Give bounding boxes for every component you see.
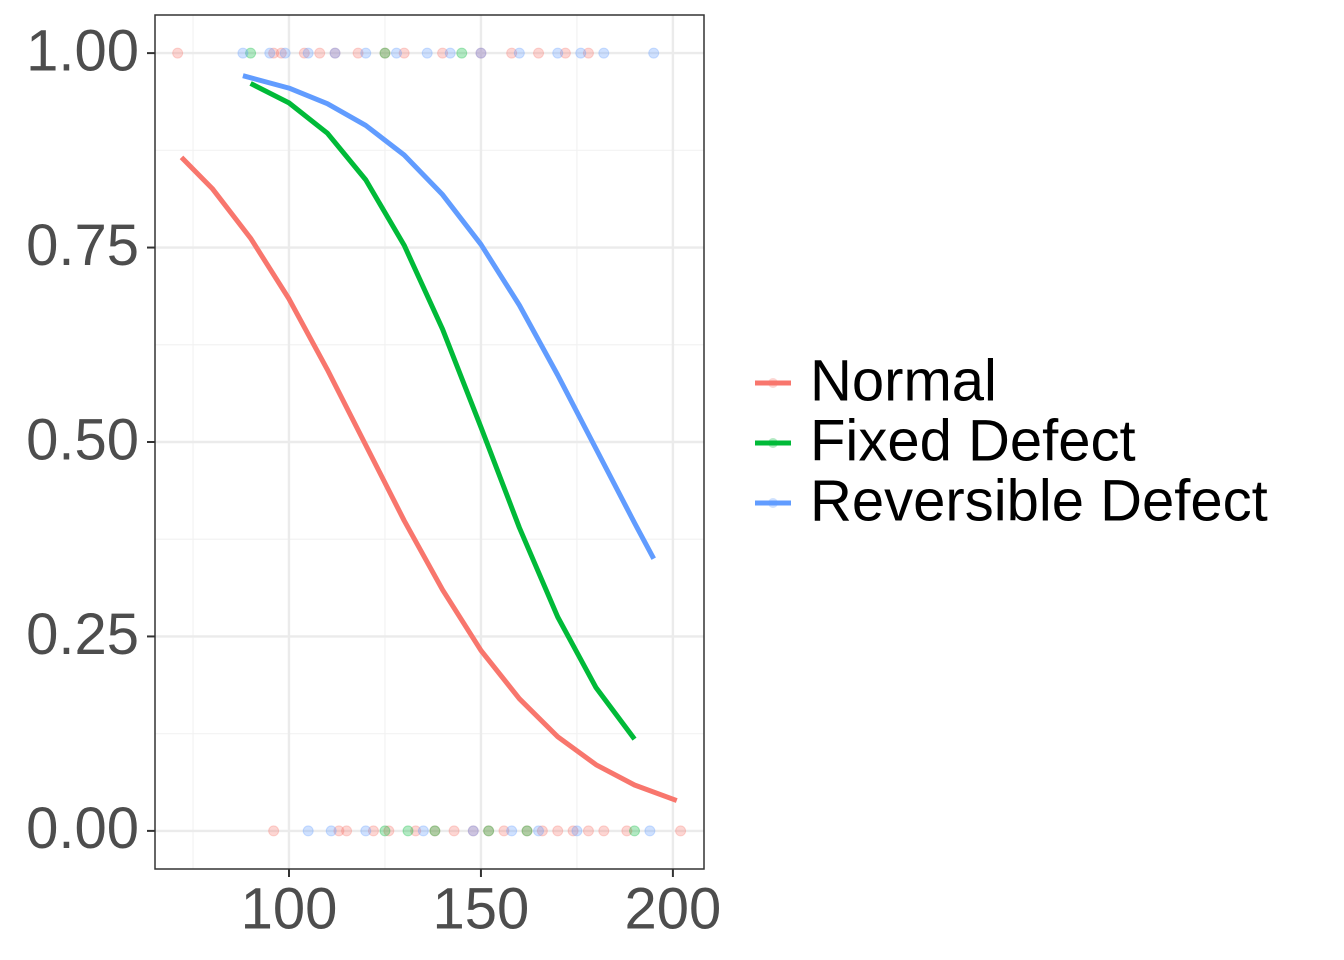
line xyxy=(179,155,678,803)
legend-key-point xyxy=(768,438,778,448)
data-point xyxy=(333,825,345,837)
data-point xyxy=(521,825,533,837)
legend-key-point xyxy=(768,498,778,508)
data-point xyxy=(325,825,337,837)
data-point xyxy=(245,47,257,59)
data-point xyxy=(552,825,564,837)
data-point xyxy=(360,825,372,837)
data-point xyxy=(467,825,479,837)
data-point xyxy=(513,47,525,59)
data-point xyxy=(444,47,456,59)
data-point xyxy=(521,825,533,837)
data-point xyxy=(329,47,341,59)
data-point xyxy=(598,825,610,837)
data-point xyxy=(237,47,249,59)
data-point xyxy=(402,825,414,837)
legend-label: Normal xyxy=(810,348,997,413)
data-point xyxy=(483,825,495,837)
data-point xyxy=(341,825,353,837)
data-point xyxy=(575,47,587,59)
data-point xyxy=(675,825,687,837)
data-point xyxy=(429,825,441,837)
legend-label: Fixed Defect xyxy=(810,408,1136,473)
data-point xyxy=(475,47,487,59)
legend-label: Reversible Defect xyxy=(810,468,1268,533)
data-point xyxy=(417,825,429,837)
plot-border xyxy=(154,14,705,870)
data-point xyxy=(314,47,326,59)
data-point xyxy=(268,825,280,837)
data-point xyxy=(506,47,518,59)
data-point xyxy=(483,825,495,837)
data-point xyxy=(379,825,391,837)
data-point xyxy=(352,47,364,59)
data-point xyxy=(360,47,372,59)
legend-key-point xyxy=(768,378,778,388)
data-point xyxy=(383,825,395,837)
data-point xyxy=(582,825,594,837)
data-point xyxy=(533,825,545,837)
data-point xyxy=(644,825,656,837)
data-point xyxy=(410,825,422,837)
data-point xyxy=(302,47,314,59)
data-point xyxy=(367,825,379,837)
data-point xyxy=(648,47,660,59)
data-point xyxy=(398,47,410,59)
data-point xyxy=(467,825,479,837)
data-point xyxy=(456,47,468,59)
y-tick-label: 1.00 xyxy=(26,18,139,83)
data-point xyxy=(302,825,314,837)
data-point xyxy=(598,47,610,59)
data-point xyxy=(421,47,433,59)
data-point xyxy=(379,47,391,59)
data-point xyxy=(498,825,510,837)
data-point xyxy=(582,47,594,59)
data-point xyxy=(533,47,545,59)
data-point xyxy=(475,47,487,59)
y-tick-label: 0.50 xyxy=(26,407,139,472)
data-point xyxy=(552,47,564,59)
data-point xyxy=(621,825,633,837)
data-point xyxy=(429,825,441,837)
y-tick-label: 0.25 xyxy=(26,602,139,667)
x-tick-label: 100 xyxy=(241,876,338,941)
data-point xyxy=(567,825,579,837)
data-point xyxy=(379,47,391,59)
data-point xyxy=(172,47,184,59)
data-point xyxy=(390,47,402,59)
line xyxy=(249,81,637,741)
x-tick-label: 200 xyxy=(625,876,722,941)
data-point xyxy=(506,825,518,837)
data-point xyxy=(275,47,287,59)
data-point xyxy=(559,47,571,59)
data-point xyxy=(268,47,280,59)
data-point xyxy=(571,825,583,837)
data-point xyxy=(437,47,449,59)
data-point xyxy=(264,47,276,59)
data-point xyxy=(298,47,310,59)
data-point xyxy=(629,825,641,837)
x-tick-label: 150 xyxy=(433,876,530,941)
line xyxy=(242,73,656,560)
data-point xyxy=(279,47,291,59)
y-tick-label: 0.75 xyxy=(26,213,139,278)
data-point xyxy=(536,825,548,837)
data-point xyxy=(448,825,460,837)
data-point xyxy=(329,47,341,59)
y-tick-label: 0.00 xyxy=(26,796,139,861)
